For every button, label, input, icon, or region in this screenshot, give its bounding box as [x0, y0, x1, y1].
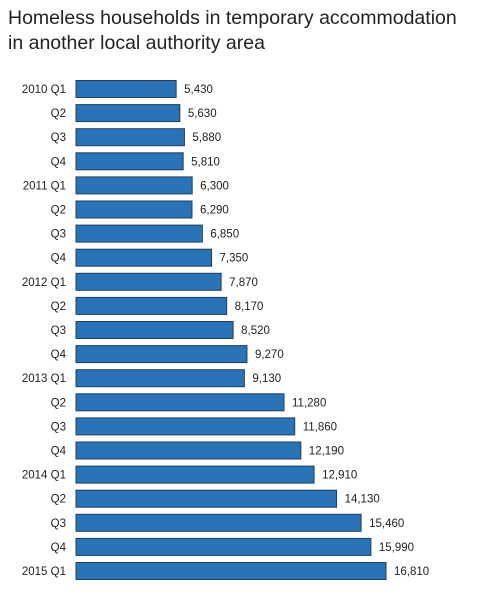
value-label: 5,630	[188, 108, 217, 120]
value-label: 5,880	[192, 132, 221, 144]
value-label: 8,170	[235, 301, 264, 313]
category-label: Q2	[51, 494, 66, 506]
category-label: Q2	[51, 301, 66, 313]
value-label: 5,430	[184, 84, 213, 96]
value-label: 14,130	[345, 494, 380, 506]
bar	[75, 176, 193, 195]
bar	[75, 296, 228, 315]
category-label: Q4	[51, 156, 67, 168]
bar	[75, 272, 222, 291]
value-label: 12,910	[322, 470, 357, 482]
value-label: 16,810	[394, 566, 429, 578]
value-label: 12,190	[309, 446, 344, 458]
category-label: Q3	[51, 421, 66, 433]
category-label: Q3	[51, 518, 66, 530]
bar	[75, 417, 296, 436]
value-label: 9,130	[252, 373, 281, 385]
category-label: Q3	[51, 325, 66, 337]
bar	[75, 152, 184, 171]
category-label: Q3	[51, 229, 66, 241]
value-label: 6,850	[210, 229, 239, 241]
value-label: 6,290	[200, 205, 229, 217]
category-label: 2010 Q1	[22, 84, 66, 96]
category-label: Q2	[51, 205, 66, 217]
bar	[75, 441, 302, 460]
value-label: 11,280	[292, 397, 326, 409]
bar	[75, 104, 181, 123]
bar	[75, 489, 338, 508]
bar	[75, 465, 315, 484]
category-label: Q3	[51, 132, 66, 144]
category-label: Q2	[51, 397, 66, 409]
chart-title: Homeless households in temporary accommo…	[8, 7, 457, 54]
category-label: Q4	[51, 253, 67, 265]
category-label: Q4	[51, 349, 67, 361]
bar	[75, 562, 387, 580]
value-label: 9,270	[255, 349, 284, 361]
bar	[75, 393, 285, 412]
bar	[75, 513, 362, 532]
category-label: 2013 Q1	[22, 373, 66, 385]
category-label: 2012 Q1	[22, 277, 66, 289]
bar	[75, 321, 234, 339]
bar	[75, 248, 213, 267]
value-label: 15,460	[369, 518, 404, 530]
value-label: 7,350	[220, 253, 249, 265]
value-label: 6,300	[200, 180, 229, 192]
category-label: 2015 Q1	[22, 566, 66, 578]
bar	[75, 345, 248, 364]
category-label: Q2	[51, 108, 66, 120]
value-label: 7,870	[229, 277, 258, 289]
bar	[75, 200, 193, 219]
value-label: 15,990	[379, 542, 414, 554]
category-label: 2014 Q1	[22, 470, 66, 482]
bar	[75, 128, 185, 147]
bar	[75, 80, 177, 98]
category-label: Q4	[51, 542, 67, 554]
bar	[75, 537, 372, 556]
category-label: 2011 Q1	[23, 180, 66, 192]
bar	[75, 369, 245, 388]
bar	[75, 224, 203, 243]
bars-group: 2010 Q1 5,430 Q2 5,630 Q3 5,880 Q4 5,810 2011 Q1…	[22, 80, 429, 580]
value-label: 8,520	[241, 325, 270, 337]
value-label: 5,810	[191, 156, 220, 168]
value-label: 11,860	[303, 421, 337, 433]
category-label: Q4	[51, 446, 67, 458]
